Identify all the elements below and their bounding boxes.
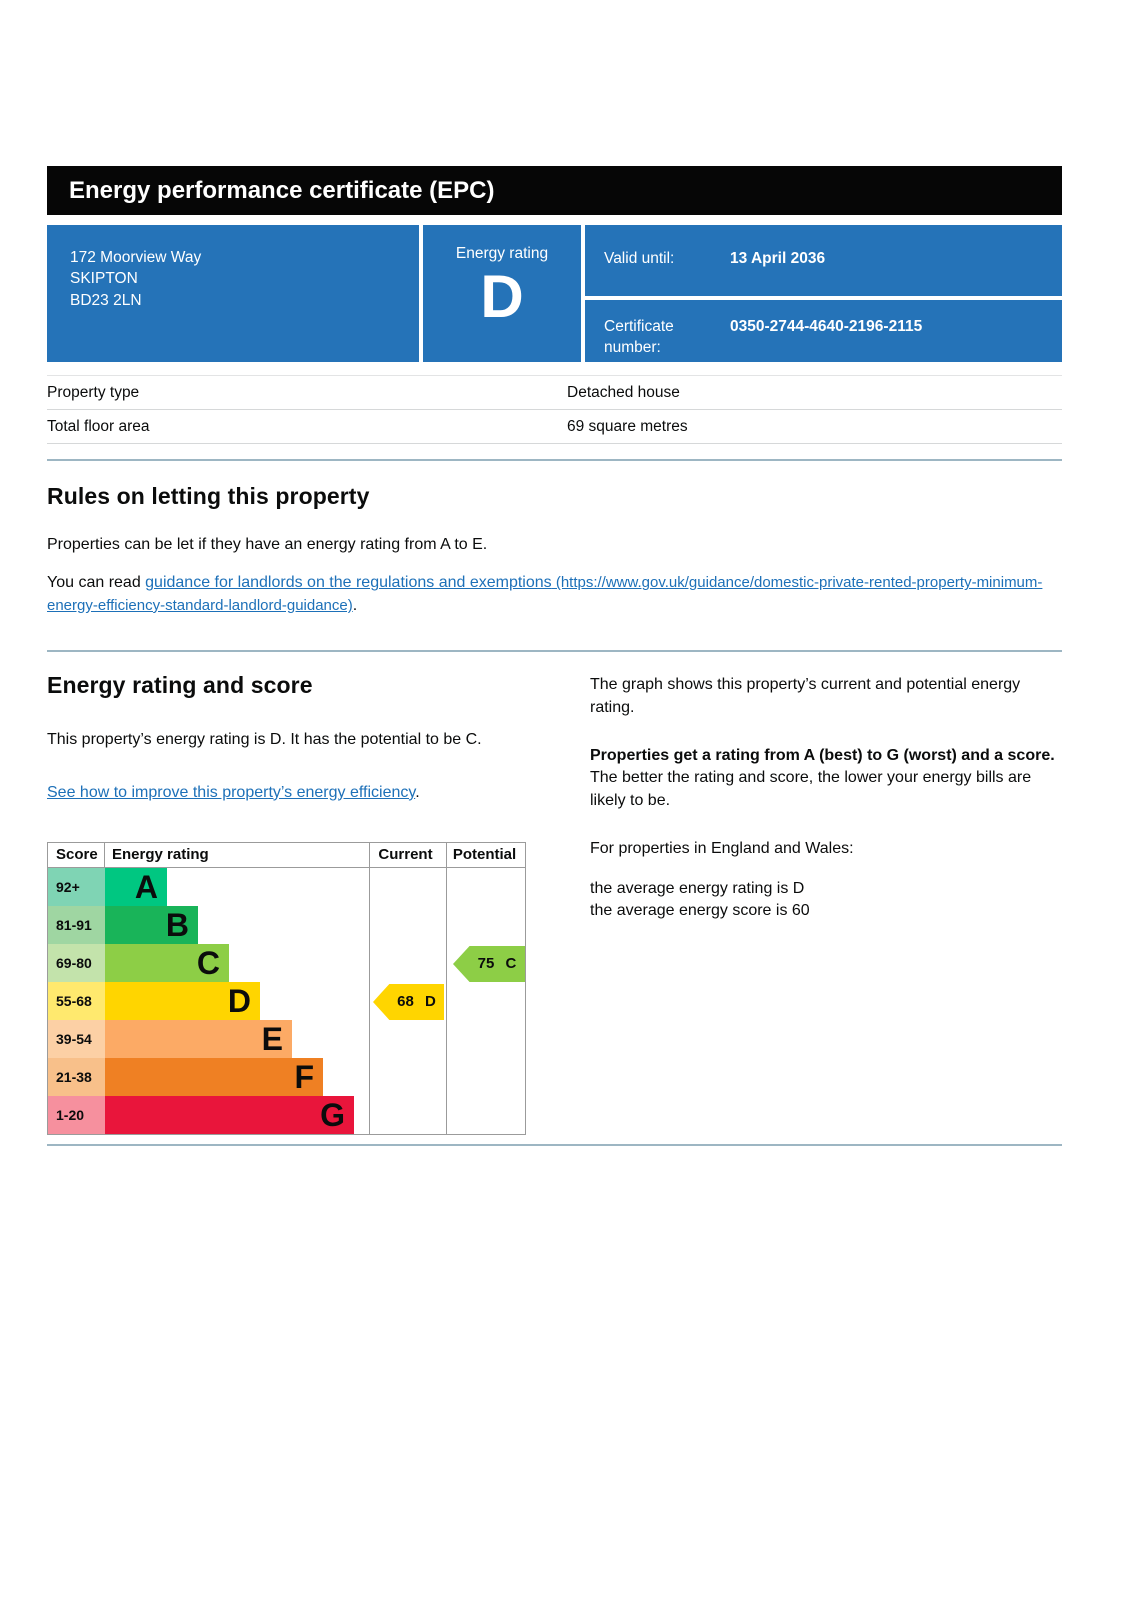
band-score-range: 92+ bbox=[48, 867, 105, 906]
table-row: Total floor area 69 square metres bbox=[47, 410, 1062, 444]
valid-until-label: Valid until: bbox=[604, 250, 675, 267]
page-title: Energy performance certificate (EPC) bbox=[69, 176, 495, 204]
rules-para-2-prefix: You can read bbox=[47, 574, 146, 592]
rules-para-2: You can read guidance for landlords on t… bbox=[47, 572, 1062, 617]
property-type-label: Property type bbox=[47, 383, 140, 401]
certificate-number-value: 0350-2744-4640-2196-2115 bbox=[730, 318, 923, 335]
average-rating-lines: the average energy rating is D the avera… bbox=[590, 878, 1062, 923]
potential-column-divider bbox=[446, 842, 447, 1134]
section-divider bbox=[47, 1143, 1062, 1146]
banner-details: Valid until: 13 April 2036 Certificate n… bbox=[585, 225, 1062, 362]
epc-chart: Score Energy rating Current Potential 92… bbox=[47, 841, 526, 1135]
rating-section: Energy rating and score This property’s … bbox=[47, 672, 1062, 1135]
graph-explainer-para: The graph shows this property’s current … bbox=[590, 676, 1021, 716]
epc-chart-rows: 92+ A 81-91 B 69-80 C 55-68 D 39-54 E 21-38 F 1-20 G bbox=[48, 867, 525, 1134]
rating-scale-para: Properties get a rating from A (best) to… bbox=[590, 746, 1055, 809]
band-score-range: 81-91 bbox=[48, 905, 105, 944]
rating-para: This property’s energy rating is D. It h… bbox=[47, 731, 482, 749]
band-score-range: 21-38 bbox=[48, 1057, 105, 1096]
chart-col-score: Score bbox=[48, 842, 105, 867]
potential-rating-arrow: 75 C bbox=[453, 945, 525, 982]
epc-band-row: 21-38 F bbox=[48, 1057, 525, 1096]
band-bar-e: E bbox=[105, 1019, 292, 1058]
table-row: Property type Detached house bbox=[47, 376, 1062, 410]
section-divider bbox=[47, 459, 1062, 461]
summary-banner: 172 Moorview Way SKIPTON BD23 2LN Energy… bbox=[47, 225, 1062, 362]
chart-col-potential: Potential bbox=[452, 846, 517, 864]
energy-rating-box: Energy rating D bbox=[423, 225, 581, 362]
valid-until-row: Valid until: 13 April 2036 bbox=[585, 225, 1062, 296]
current-column-divider bbox=[369, 842, 370, 1134]
band-bar-g: G bbox=[105, 1095, 354, 1134]
epc-band-row: 69-80 C bbox=[48, 943, 525, 982]
address-line-1: 172 Moorview Way bbox=[70, 249, 202, 266]
england-wales-para: For properties in England and Wales: bbox=[590, 840, 854, 858]
epc-band-row: 55-68 D bbox=[48, 981, 525, 1020]
property-details-table: Property type Detached house Total floor… bbox=[47, 375, 1062, 444]
epc-band-row: 39-54 E bbox=[48, 1019, 525, 1058]
chart-col-rating: Energy rating bbox=[112, 846, 209, 864]
rating-right-column: The graph shows this property’s current … bbox=[590, 672, 1062, 1135]
rating-left-column: Energy rating and score This property’s … bbox=[47, 672, 526, 1135]
band-score-range: 69-80 bbox=[48, 943, 105, 982]
epc-band-row: 81-91 B bbox=[48, 905, 525, 944]
landlord-guidance-link-url: (https://www.gov.uk/guidance/domestic-pr… bbox=[47, 574, 1043, 614]
improve-efficiency-link[interactable]: See how to improve this property’s energ… bbox=[47, 783, 416, 801]
average-rating-line: the average energy rating is D bbox=[590, 879, 805, 897]
band-score-range: 55-68 bbox=[48, 981, 105, 1020]
rating-heading: Energy rating and score bbox=[47, 672, 313, 699]
energy-rating-value: D bbox=[480, 263, 524, 330]
epc-band-row: 1-20 G bbox=[48, 1095, 525, 1134]
epc-band-row: 92+ A bbox=[48, 867, 525, 906]
certificate-number-row: Certificate number: 0350-2744-4640-2196-… bbox=[585, 300, 1062, 362]
landlord-guidance-link[interactable]: guidance for landlords on the regulation… bbox=[47, 574, 1043, 614]
average-score-line: the average energy score is 60 bbox=[590, 901, 810, 919]
address-line-3: BD23 2LN bbox=[70, 291, 142, 309]
epc-chart-header: Score Energy rating Current Potential bbox=[48, 842, 525, 868]
band-bar-d: D bbox=[105, 981, 260, 1020]
certificate-page: Energy performance certificate (EPC) 172… bbox=[47, 166, 1062, 1146]
floor-area-label: Total floor area bbox=[47, 417, 150, 435]
address-line-2: SKIPTON bbox=[70, 270, 138, 288]
energy-rating-label: Energy rating bbox=[455, 245, 549, 262]
rules-heading: Rules on letting this property bbox=[47, 483, 370, 509]
property-type-value: Detached house bbox=[567, 383, 680, 401]
band-bar-b: B bbox=[105, 905, 198, 944]
certificate-number-label: Certificate number: bbox=[604, 318, 674, 356]
title-bar: Energy performance certificate (EPC) bbox=[47, 166, 1062, 215]
floor-area-value: 69 square metres bbox=[567, 417, 688, 435]
band-bar-f: F bbox=[105, 1057, 323, 1096]
property-address: 172 Moorview Way SKIPTON BD23 2LN bbox=[47, 225, 419, 362]
improve-para: See how to improve this property’s energ… bbox=[47, 783, 420, 801]
section-divider bbox=[47, 650, 1062, 653]
rating-scale-bold: Properties get a rating from A (best) to… bbox=[590, 746, 1055, 764]
band-score-range: 1-20 bbox=[48, 1095, 105, 1134]
current-rating-arrow: 68 D bbox=[373, 983, 444, 1020]
chart-col-current: Current bbox=[378, 846, 433, 864]
band-bar-a: A bbox=[105, 867, 167, 906]
rules-para-1: Properties can be let if they have an en… bbox=[47, 536, 488, 553]
rules-para-2-suffix: . bbox=[352, 596, 358, 614]
band-bar-c: C bbox=[105, 943, 229, 982]
band-score-range: 39-54 bbox=[48, 1019, 105, 1058]
valid-until-value: 13 April 2036 bbox=[730, 250, 826, 267]
